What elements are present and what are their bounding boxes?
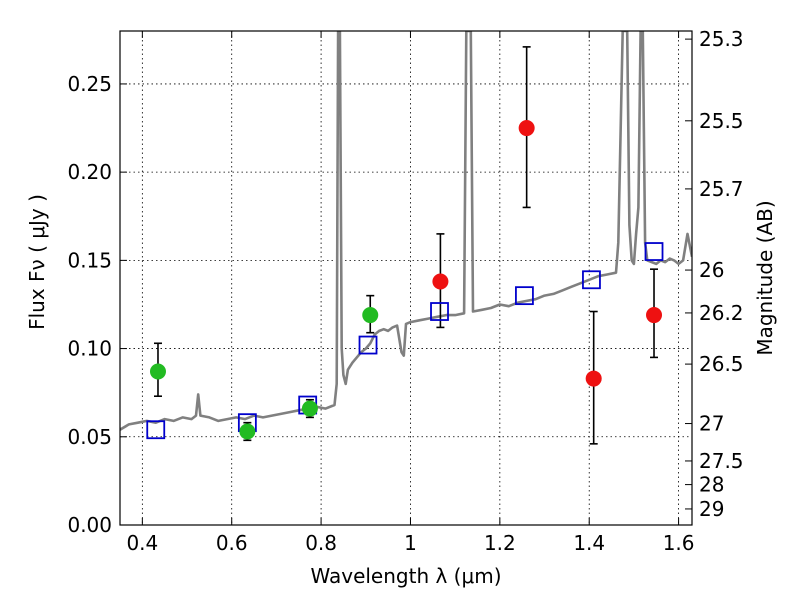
x-axis-label: Wavelength λ (μm) [310, 564, 501, 588]
plot-frame [119, 30, 693, 526]
model-square-point [582, 270, 601, 290]
model-square-point [430, 302, 449, 321]
observed-point [301, 400, 318, 417]
right-tick-label: 26.2 [699, 301, 744, 325]
y-axis-label: Flux Fν ( μJy ) [25, 194, 49, 330]
right-tick-label: 27.5 [699, 449, 744, 473]
x-tick-label: 1.2 [484, 531, 516, 555]
spectrum-line [120, 31, 692, 431]
right-tick-label: 25.7 [699, 177, 744, 201]
x-tick-label: 1.4 [573, 531, 605, 555]
right-tick-label: 29 [699, 497, 724, 521]
right-tick-label: 26.5 [699, 352, 744, 376]
tick-labels: 0.4 0.6 0.8 1 1.2 1.4 1.6 0.00 0.05 0.10 0.15 0.20 0… [67, 27, 743, 555]
right-tick-label: 28 [699, 473, 724, 497]
plot-area [120, 31, 692, 445]
axis-ticks [120, 31, 692, 526]
x-tick-label: 0.8 [305, 531, 337, 555]
model-square-point [358, 335, 378, 355]
observed-point [518, 120, 535, 137]
y-tick-label: 0.20 [67, 160, 112, 184]
y-tick-label: 0.10 [67, 337, 112, 361]
observed-point [149, 363, 166, 380]
right-tick-label: 26 [699, 258, 724, 282]
right-tick-label: 27 [699, 412, 724, 436]
y-tick-label: 0.15 [67, 248, 112, 272]
observed-point [432, 273, 449, 290]
observed-point [239, 423, 256, 440]
x-tick-label: 0.6 [216, 531, 248, 555]
y-tick-label: 0.05 [67, 425, 112, 449]
y-tick-label: 0.25 [67, 72, 112, 96]
x-tick-label: 1.6 [663, 531, 695, 555]
y-axis-right-label: Magnitude (AB) [753, 200, 777, 355]
y-tick-label: 0.00 [67, 513, 112, 537]
observed-point [646, 307, 663, 324]
right-tick-label: 25.3 [699, 27, 744, 51]
observed-point [362, 307, 379, 324]
right-tick-label: 25.5 [699, 109, 744, 133]
x-tick-label: 0.4 [126, 531, 158, 555]
x-tick-label: 1 [404, 531, 417, 555]
model-square-point [644, 242, 664, 261]
model-square-point [515, 286, 534, 306]
observed-point [585, 370, 602, 387]
model-square-point [146, 420, 166, 440]
